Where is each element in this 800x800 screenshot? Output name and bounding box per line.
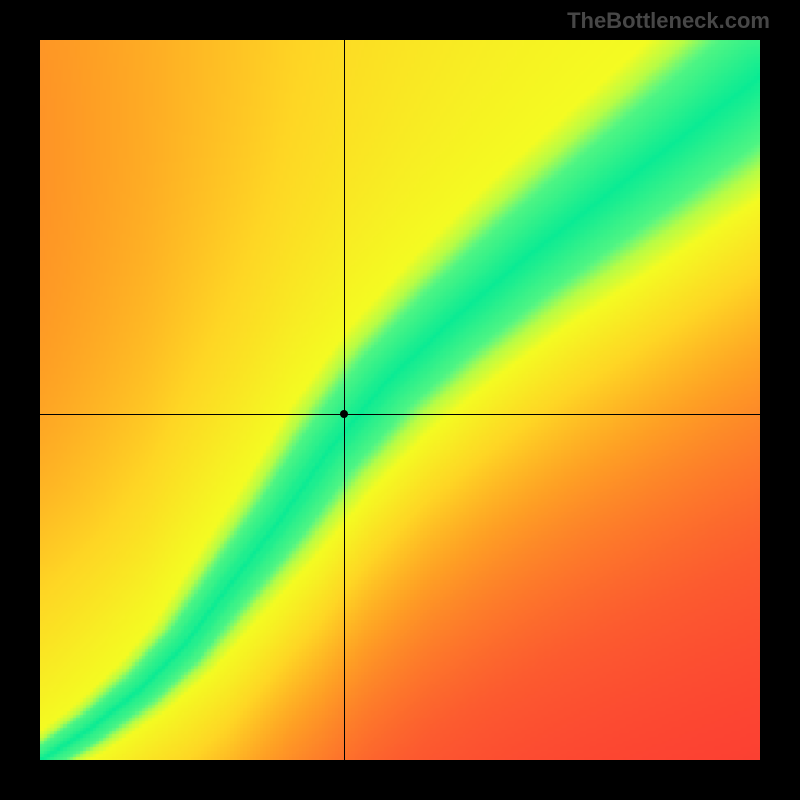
data-point-marker	[340, 410, 348, 418]
bottleneck-heatmap	[40, 40, 760, 760]
crosshair-horizontal	[40, 414, 760, 415]
watermark-label: TheBottleneck.com	[567, 8, 770, 34]
plot-area	[40, 40, 760, 760]
chart-frame: TheBottleneck.com	[0, 0, 800, 800]
crosshair-vertical	[344, 40, 345, 760]
